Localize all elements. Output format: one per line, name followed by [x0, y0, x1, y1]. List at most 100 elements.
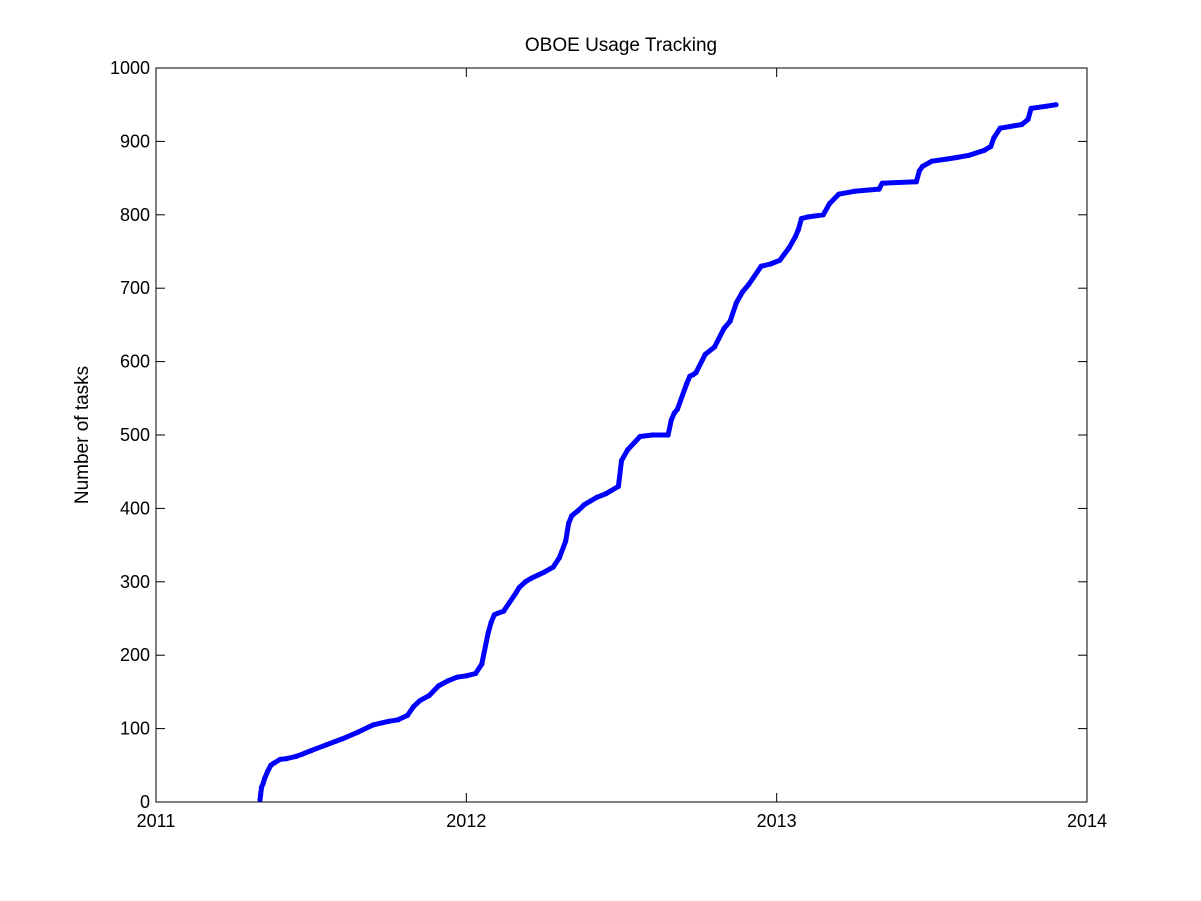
series-points	[257, 102, 1059, 803]
data-point	[473, 670, 479, 677]
data-point	[528, 575, 535, 581]
data-point	[792, 234, 798, 240]
data-point	[339, 736, 345, 742]
y-tick-label: 700	[120, 278, 150, 298]
data-point	[386, 718, 392, 724]
data-point	[516, 585, 522, 591]
series-layer	[257, 102, 1059, 803]
data-point	[1028, 105, 1034, 111]
data-point	[916, 168, 923, 174]
y-tick-label: 300	[120, 572, 150, 592]
y-tick-label: 100	[120, 719, 150, 739]
data-point	[820, 212, 826, 218]
data-point	[445, 678, 451, 684]
data-point	[618, 458, 625, 464]
data-point	[494, 610, 500, 617]
data-point	[991, 135, 997, 141]
data-point	[805, 214, 811, 220]
data-point	[485, 630, 491, 636]
y-tick-label: 900	[120, 131, 150, 151]
data-point	[1053, 102, 1059, 108]
x-tick-label: 2013	[757, 811, 797, 831]
data-point	[563, 538, 569, 545]
data-point	[435, 683, 441, 689]
data-point	[913, 179, 919, 185]
data-point	[795, 226, 802, 233]
data-point	[258, 792, 264, 798]
data-point	[541, 569, 547, 575]
y-tick-label: 600	[120, 352, 150, 372]
data-point	[575, 508, 581, 514]
data-point	[758, 263, 764, 269]
y-tick-label: 500	[120, 425, 150, 445]
data-point	[944, 156, 950, 162]
data-point	[727, 318, 733, 324]
data-point	[411, 704, 417, 710]
data-point	[550, 564, 556, 570]
data-point	[746, 281, 752, 288]
data-point	[826, 201, 833, 207]
data-point	[594, 494, 600, 500]
data-point	[625, 447, 631, 453]
data-point	[919, 163, 926, 169]
data-point	[404, 712, 410, 719]
data-point	[739, 289, 746, 295]
chart-title: OBOE Usage Tracking	[525, 35, 717, 56]
data-point	[283, 756, 289, 762]
data-point	[674, 406, 681, 412]
y-tick-label: 800	[120, 205, 150, 225]
data-point	[479, 661, 485, 667]
y-tick-label: 1000	[110, 58, 150, 78]
data-point	[615, 483, 622, 489]
data-point	[1019, 121, 1025, 128]
data-point	[988, 143, 994, 150]
y-axis-label: Number of tasks	[72, 366, 93, 504]
data-point	[649, 432, 656, 438]
data-point	[665, 432, 671, 438]
y-tick-label: 200	[120, 645, 150, 665]
data-point	[879, 180, 885, 186]
data-point	[260, 781, 266, 787]
data-point	[488, 619, 494, 625]
data-point	[876, 186, 882, 192]
data-point	[556, 555, 563, 561]
data-point	[1044, 103, 1050, 109]
data-point	[426, 693, 432, 699]
data-point	[417, 698, 423, 704]
data-point	[721, 326, 727, 332]
data-point	[786, 245, 792, 251]
data-point	[370, 722, 376, 728]
data-point	[851, 188, 857, 194]
data-point	[454, 674, 460, 680]
y-tick-label: 0	[140, 792, 150, 812]
data-point	[836, 191, 842, 197]
data-point	[684, 381, 690, 387]
data-point	[671, 410, 677, 416]
plot-frame	[155, 67, 1088, 803]
data-point	[395, 717, 401, 723]
data-point	[702, 351, 708, 357]
data-point	[954, 154, 960, 161]
data-point	[693, 370, 699, 376]
axis-ticks: 0 100 200 300 400 500 600 700 800 900 1000 2011 2012…	[110, 58, 1107, 831]
data-point	[501, 608, 507, 614]
data-point	[522, 579, 528, 585]
data-point	[603, 491, 609, 497]
y-tick-label: 400	[120, 498, 150, 518]
data-point	[308, 748, 314, 754]
data-point	[355, 729, 361, 735]
data-point	[463, 673, 469, 679]
data-point	[637, 433, 643, 440]
data-point	[997, 125, 1003, 131]
x-tick-label: 2012	[446, 811, 486, 831]
data-point	[293, 753, 299, 760]
x-tick-label: 2011	[137, 811, 176, 831]
data-point	[712, 344, 718, 350]
data-point	[513, 590, 519, 596]
data-point	[581, 502, 587, 508]
data-point	[257, 797, 263, 803]
data-point	[668, 417, 674, 423]
